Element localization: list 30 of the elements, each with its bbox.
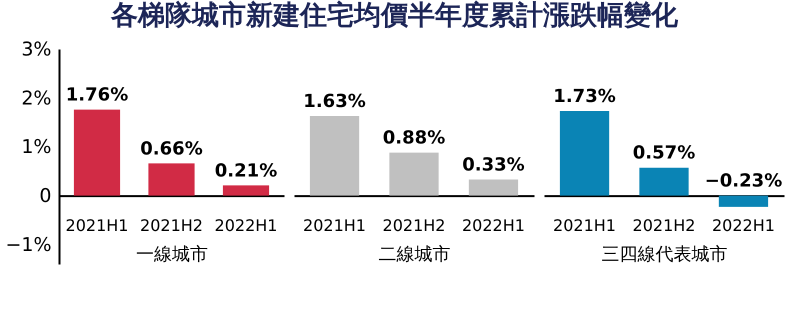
x-tick-label: 2021H2 (382, 216, 446, 236)
data-label: 0.21% (214, 160, 278, 182)
data-label: 0.88% (382, 128, 446, 149)
data-label: 0.66% (140, 138, 203, 160)
y-tick-label: 0 (39, 185, 52, 208)
y-tick-label: 2% (21, 87, 52, 110)
x-tick-label: 2021H2 (632, 216, 696, 236)
bar (222, 185, 270, 196)
x-tick-label: 2021H2 (140, 216, 203, 236)
data-label: 1.73% (553, 86, 616, 108)
x-tick-label: 2021H1 (66, 216, 128, 236)
bar (74, 110, 120, 196)
data-label: 1.76% (66, 84, 128, 106)
data-label: 0.33% (462, 154, 525, 176)
x-tick-label: 2021H1 (553, 216, 616, 236)
x-axis-title: 一線城市 (136, 244, 208, 266)
y-tick-label: 3% (21, 38, 52, 60)
bar (148, 163, 195, 196)
x-tick-label: 2022H1 (462, 216, 525, 236)
y-tick-label: −1% (5, 234, 52, 256)
data-label: 1.63% (303, 90, 366, 112)
x-axis-title: 二線城市 (378, 244, 450, 266)
y-tick-label: 1% (21, 136, 52, 158)
data-label: 0.57% (632, 142, 696, 164)
data-label: −0.23% (704, 170, 782, 192)
text: 各梯隊城市新建住宅均價半年度累計漲跌幅變化 (110, 0, 679, 31)
x-axis-title: 三四線代表城市 (602, 244, 728, 266)
x-tick-label: 2022H1 (214, 216, 278, 236)
x-tick-label: 2022H1 (712, 216, 775, 236)
x-tick-label: 2021H1 (303, 216, 366, 236)
